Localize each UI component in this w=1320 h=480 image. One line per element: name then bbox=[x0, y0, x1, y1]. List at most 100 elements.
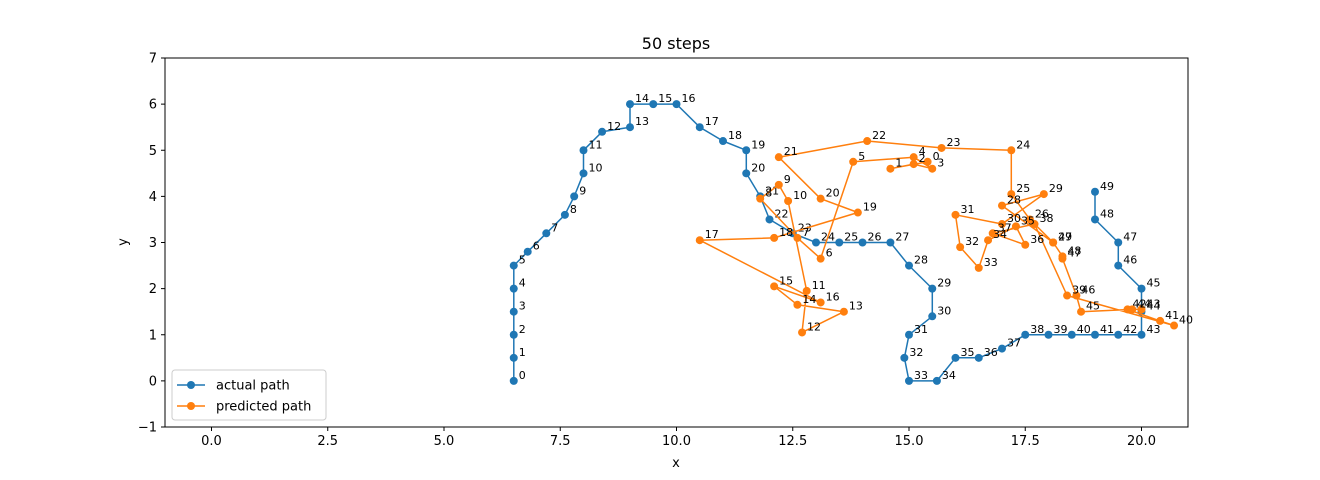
actual-path-point bbox=[570, 192, 579, 201]
actual-path-point-label: 26 bbox=[868, 231, 882, 244]
predicted-path-point-label: 41 bbox=[1165, 309, 1179, 322]
x-tick-label: 20.0 bbox=[1127, 434, 1156, 449]
actual-path-point-label: 46 bbox=[1123, 254, 1137, 267]
predicted-path-point-label: 22 bbox=[872, 129, 886, 142]
predicted-path-point bbox=[951, 210, 960, 219]
predicted-path-point-label: 5 bbox=[858, 150, 865, 163]
predicted-path-point bbox=[974, 263, 983, 272]
predicted-path-point-label: 33 bbox=[984, 256, 998, 269]
y-tick-label: 5 bbox=[149, 144, 157, 159]
actual-path-point bbox=[932, 376, 941, 385]
predicted-path-point-label: 2 bbox=[919, 152, 926, 165]
actual-path-point-label: 49 bbox=[1100, 180, 1114, 193]
predicted-path-point bbox=[1049, 238, 1058, 247]
actual-path-point bbox=[1114, 238, 1123, 247]
predicted-path-point-label: 11 bbox=[812, 279, 826, 292]
predicted-path-point-label: 24 bbox=[1016, 138, 1030, 151]
actual-path-point bbox=[905, 330, 913, 339]
predicted-path-point-label: 21 bbox=[784, 145, 798, 158]
predicted-path-point bbox=[756, 194, 765, 203]
predicted-path-point bbox=[793, 300, 802, 309]
x-axis: 0.0 2.5 5.0 7.5 10.0 12.5 15.0 17.5 20.0 bbox=[201, 427, 1156, 449]
legend-predicted-path-marker bbox=[187, 402, 195, 410]
predicted-path-point bbox=[793, 233, 802, 242]
actual-path-point-label: 20 bbox=[751, 161, 765, 174]
actual-path-point-label: 15 bbox=[658, 92, 672, 105]
actual-path-point bbox=[835, 238, 844, 247]
predicted-path-point bbox=[802, 286, 811, 295]
actual-path-point bbox=[509, 353, 518, 362]
actual-path-point-label: 1 bbox=[519, 346, 526, 359]
predicted-path-point-label: 13 bbox=[849, 300, 863, 313]
predicted-path-point-label: 49 bbox=[1058, 231, 1072, 244]
actual-path-point bbox=[1114, 330, 1123, 339]
predicted-path-point-label: 43 bbox=[1147, 297, 1161, 310]
predicted-path-point-label: 14 bbox=[802, 293, 816, 306]
actual-path-point bbox=[509, 376, 518, 385]
predicted-path-point bbox=[1170, 321, 1179, 330]
predicted-path-point-label: 27 bbox=[1058, 231, 1072, 244]
chart-title: 50 steps bbox=[642, 34, 710, 53]
actual-path-point-label: 8 bbox=[570, 203, 577, 216]
actual-path-point bbox=[951, 353, 960, 362]
actual-path-point bbox=[509, 261, 518, 270]
x-tick-label: 0.0 bbox=[201, 434, 222, 449]
actual-path-point-label: 2 bbox=[519, 323, 526, 336]
actual-path-point-label: 27 bbox=[895, 231, 909, 244]
predicted-path-point-label: 12 bbox=[807, 320, 821, 333]
actual-path-point-label: 43 bbox=[1147, 323, 1161, 336]
predicted-path-point bbox=[770, 282, 779, 291]
actual-path-point-label: 39 bbox=[1054, 323, 1068, 336]
actual-path-point bbox=[998, 344, 1006, 353]
actual-path-point-label: 45 bbox=[1147, 277, 1161, 290]
predicted-path-point-label: 28 bbox=[1007, 194, 1021, 207]
actual-path-point bbox=[858, 238, 867, 247]
predicted-path-point bbox=[1030, 220, 1039, 229]
predicted-path-point-label: 10 bbox=[793, 189, 807, 202]
predicted-path-point-label: 44 bbox=[1137, 297, 1151, 310]
predicted-path-point-label: 16 bbox=[826, 290, 840, 303]
predicted-path-point-label: 9 bbox=[784, 173, 791, 186]
predicted-path-point bbox=[774, 153, 783, 162]
predicted-path-point-label: 30 bbox=[1007, 212, 1021, 225]
predicted-path-point bbox=[816, 194, 825, 203]
actual-path-point-label: 13 bbox=[635, 115, 649, 128]
predicted-path-point bbox=[849, 157, 858, 166]
predicted-path-point bbox=[984, 236, 993, 245]
actual-path-point bbox=[1091, 215, 1099, 224]
actual-path-point-label: 34 bbox=[942, 369, 956, 382]
actual-path-point-label: 36 bbox=[984, 346, 998, 359]
x-axis-title: x bbox=[672, 456, 680, 471]
legend-predicted-path-label: predicted path bbox=[216, 400, 311, 415]
x-tick-label: 2.5 bbox=[317, 434, 338, 449]
actual-path-point-label: 31 bbox=[914, 323, 928, 336]
predicted-path-point bbox=[1077, 307, 1086, 316]
predicted-path-point-label: 6 bbox=[826, 247, 833, 260]
predicted-path-point bbox=[998, 220, 1006, 229]
predicted-path-point bbox=[816, 254, 825, 263]
predicted-path-point bbox=[1072, 291, 1081, 300]
actual-path-point-label: 25 bbox=[844, 231, 858, 244]
predicted-path-point bbox=[956, 243, 965, 252]
actual-path-point-label: 17 bbox=[705, 115, 719, 128]
actual-path-point-label: 22 bbox=[775, 207, 789, 220]
x-tick-label: 5.0 bbox=[434, 434, 455, 449]
actual-path-point-label: 14 bbox=[635, 92, 649, 105]
actual-path-point bbox=[509, 307, 518, 316]
predicted-path-point-label: 23 bbox=[947, 136, 961, 149]
actual-path-point bbox=[1091, 187, 1099, 196]
actual-path-point-label: 0 bbox=[519, 369, 526, 382]
actual-path-point bbox=[579, 169, 588, 178]
y-tick-label: 0 bbox=[149, 374, 157, 389]
actual-path-point-label: 28 bbox=[914, 254, 928, 267]
actual-path-point-label: 12 bbox=[607, 120, 621, 133]
predicted-path-point-label: 0 bbox=[933, 150, 940, 163]
predicted-path-point-label: 7 bbox=[802, 226, 809, 239]
predicted-path-point bbox=[863, 137, 872, 146]
actual-path-point-label: 3 bbox=[519, 300, 526, 313]
predicted-path-point-label: 46 bbox=[1081, 284, 1095, 297]
actual-path-point-label: 33 bbox=[914, 369, 928, 382]
actual-path-point-label: 29 bbox=[937, 277, 951, 290]
